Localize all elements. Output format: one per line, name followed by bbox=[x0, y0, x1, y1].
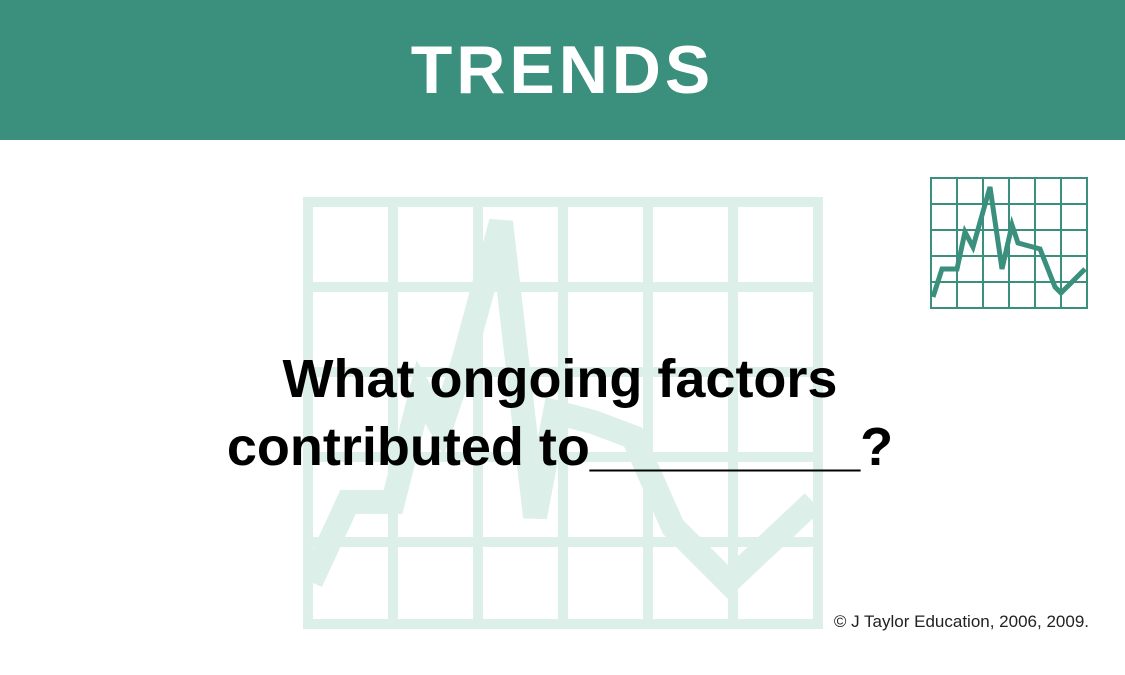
question-line-2: contributed to_________? bbox=[226, 417, 894, 477]
copyright-notice: © J Taylor Education, 2006, 2009. bbox=[833, 612, 1089, 631]
question-text: What ongoing factors contributed to_____… bbox=[150, 345, 970, 481]
line-chart-watermark-icon bbox=[303, 197, 823, 629]
trend-chart-icon bbox=[930, 177, 1088, 309]
header-banner: TRENDS bbox=[0, 0, 1125, 140]
question-line-1: What ongoing factors bbox=[282, 349, 838, 409]
page-title: TRENDS bbox=[410, 32, 715, 108]
